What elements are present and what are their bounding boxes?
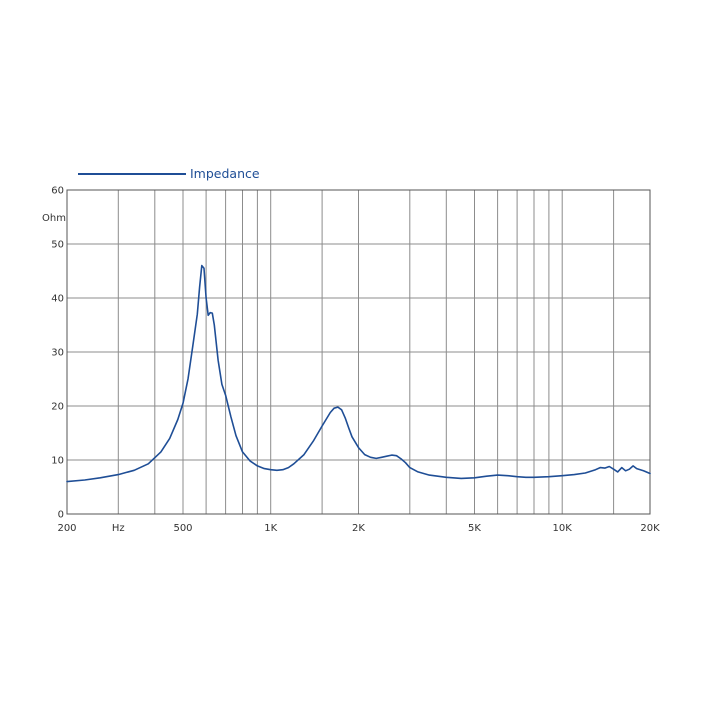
y-tick-label: 60: [51, 186, 64, 197]
x-axis-unit-label: Hz: [112, 523, 125, 534]
legend-label-impedance: Impedance: [190, 166, 260, 181]
x-tick-label: 5K: [468, 523, 481, 534]
series-layer: [66, 264, 651, 483]
y-tick-label: 50: [51, 240, 64, 251]
y-tick-label: 0: [58, 510, 64, 521]
y-tick-label: 30: [51, 348, 64, 359]
x-tick-label: 1K: [264, 523, 277, 534]
x-tick-label: 2K: [352, 523, 365, 534]
x-tick-label: 200: [57, 523, 76, 534]
tick-labels: 200 500 1K 2K 5K 10K 20K Hz 0 10 20 30 40 50 60: [51, 186, 660, 535]
y-tick-label: 20: [51, 402, 64, 413]
series-line-impedance: [66, 264, 651, 483]
y-axis-unit-label: Ohm: [42, 213, 66, 224]
legend: Impedance: [78, 166, 260, 181]
y-tick-label: 10: [51, 456, 64, 467]
plot-frame: [66, 189, 651, 515]
x-tick-label: 500: [173, 523, 192, 534]
y-tick-label: 40: [51, 294, 64, 305]
x-tick-label: 10K: [553, 523, 573, 534]
grid-layer: [67, 189, 651, 515]
x-tick-label: 20K: [640, 523, 660, 534]
